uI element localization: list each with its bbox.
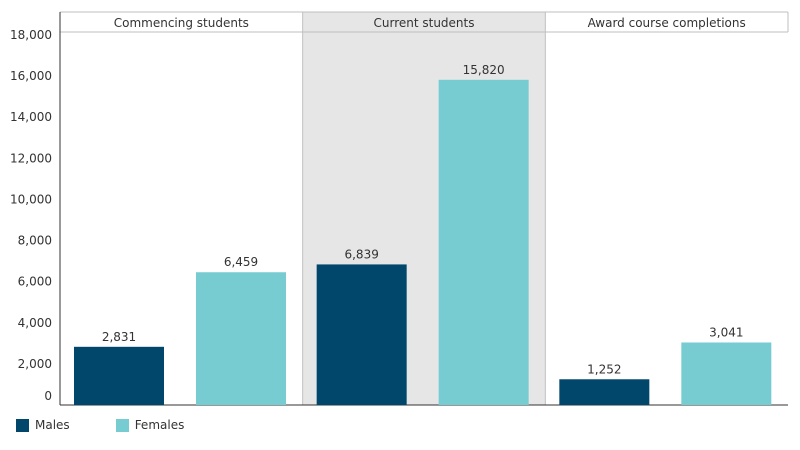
- data-label-females-0: 6,459: [224, 255, 258, 269]
- data-labels: 2,831 6,839 1,252 6,459 15,820 3,041: [102, 63, 744, 376]
- legend: Males Females: [16, 416, 230, 434]
- data-label-males-0: 2,831: [102, 330, 136, 344]
- bars: [74, 79, 772, 406]
- legend-item-females: Females: [115, 418, 185, 432]
- y-tick-label-10000: 10,000: [10, 192, 52, 206]
- legend-swatch-males: [16, 418, 29, 432]
- bar-females-0: [196, 272, 286, 405]
- bar-females-1: [438, 79, 529, 406]
- y-tick-label-8000: 8,000: [18, 234, 52, 248]
- bar-males-0: [74, 346, 164, 405]
- legend-label-females: Females: [134, 418, 185, 432]
- panel-title-0: Commencing students: [114, 16, 249, 30]
- legend-swatch-females: [115, 418, 129, 432]
- panel-title-1: Current students: [373, 16, 474, 30]
- y-tick-label-18000: 18,000: [10, 28, 52, 42]
- y-tick-label-16000: 16,000: [10, 69, 52, 83]
- legend-item-males: Males: [16, 418, 70, 432]
- y-tick-label-14000: 14,000: [10, 110, 52, 124]
- legend-label-males: Males: [35, 418, 70, 432]
- data-label-males-1: 6,839: [344, 247, 378, 261]
- y-tick-label-12000: 12,000: [10, 151, 52, 165]
- data-label-females-1: 15,820: [463, 63, 505, 77]
- panel-title-2: Award course completions: [588, 16, 746, 30]
- bar-males-1: [316, 264, 407, 405]
- bar-males-2: [559, 379, 650, 405]
- panel-titles: Commencing students Current students Award…: [114, 16, 746, 30]
- y-tick-label-2000: 2,000: [18, 357, 52, 371]
- y-tick-label-6000: 6,000: [18, 275, 52, 289]
- y-tick-label-0: 0: [44, 389, 52, 403]
- data-label-males-2: 1,252: [587, 362, 621, 376]
- data-label-females-2: 3,041: [709, 325, 743, 339]
- bar-females-2: [681, 342, 772, 405]
- y-tick-label-4000: 4,000: [18, 316, 52, 330]
- y-axis: 0 2,000 4,000 6,000 8,000 10,000 12,000 14,000 1…: [10, 11, 789, 406]
